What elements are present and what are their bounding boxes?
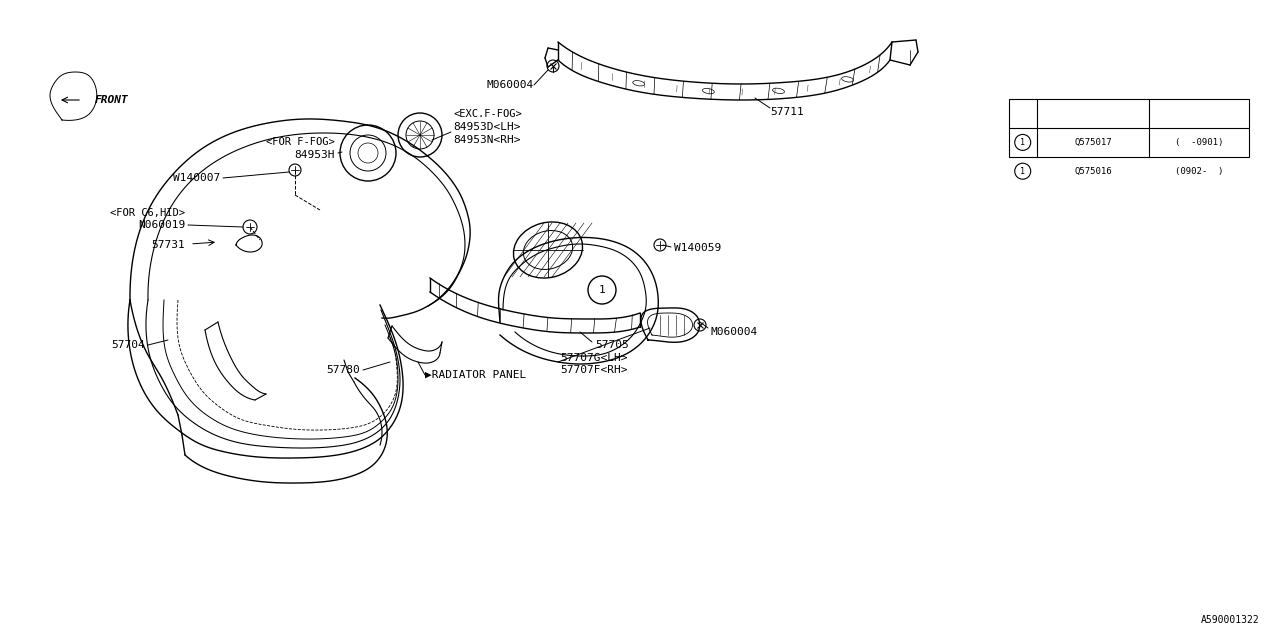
- Text: <FOR F-FOG>: <FOR F-FOG>: [266, 137, 335, 147]
- Text: M060004: M060004: [710, 327, 758, 337]
- Text: ▶RADIATOR PANEL: ▶RADIATOR PANEL: [425, 370, 526, 380]
- Text: 1: 1: [599, 285, 605, 295]
- Text: 57731: 57731: [151, 240, 186, 250]
- Text: 57780: 57780: [326, 365, 360, 375]
- Text: 57704: 57704: [111, 340, 145, 350]
- Text: 57705: 57705: [595, 340, 628, 350]
- Text: W140059: W140059: [675, 243, 721, 253]
- Text: N060019: N060019: [138, 220, 186, 230]
- Text: 84953N<RH>: 84953N<RH>: [453, 135, 521, 145]
- Text: W140007: W140007: [173, 173, 220, 183]
- Text: 84953D<LH>: 84953D<LH>: [453, 122, 521, 132]
- Text: Q575017: Q575017: [1074, 138, 1112, 147]
- Text: 1: 1: [1020, 138, 1025, 147]
- Text: 1: 1: [1020, 166, 1025, 176]
- Text: (  -0901): ( -0901): [1175, 138, 1224, 147]
- FancyBboxPatch shape: [1009, 99, 1249, 157]
- Text: FRONT: FRONT: [95, 95, 129, 105]
- Text: 57707F<RH>: 57707F<RH>: [561, 365, 627, 375]
- Text: <EXC.F-FOG>: <EXC.F-FOG>: [453, 109, 522, 119]
- Text: 57711: 57711: [771, 107, 804, 117]
- Text: Q575016: Q575016: [1074, 166, 1112, 176]
- Text: 84953H: 84953H: [294, 150, 335, 160]
- Text: M060004: M060004: [486, 80, 534, 90]
- Text: <FOR C6,HID>: <FOR C6,HID>: [110, 208, 186, 218]
- Text: 57707G<LH>: 57707G<LH>: [561, 353, 627, 363]
- Text: A590001322: A590001322: [1201, 615, 1260, 625]
- Text: (0902-  ): (0902- ): [1175, 166, 1224, 176]
